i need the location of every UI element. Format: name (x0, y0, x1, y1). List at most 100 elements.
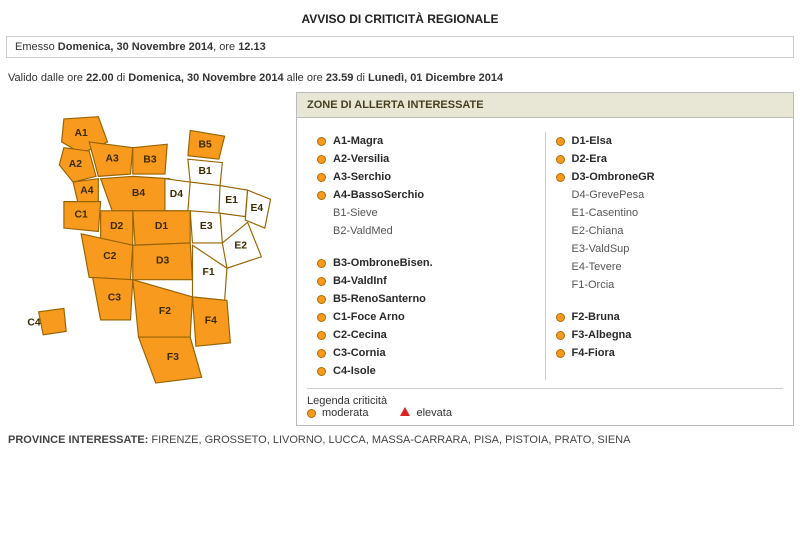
map-zone-label-E1: E1 (225, 195, 238, 206)
valid-p2: di (114, 72, 129, 84)
map-zone-label-A2: A2 (69, 159, 82, 170)
map-zone-label-F2: F2 (159, 306, 171, 317)
zone-item-E2: E2-Chiana (556, 222, 774, 240)
valid-t2: 23.59 (326, 72, 354, 84)
zone-item-B5: B5-RenoSanterno (317, 290, 535, 308)
map-zone-label-D4: D4 (170, 189, 183, 200)
zone-item-label: A4-BassoSerchio (333, 189, 424, 201)
map-zone-label-F1: F1 (203, 267, 215, 278)
zone-alert-icon (317, 153, 333, 165)
zones-col-1: A1-Magra A2-Versilia A3-Serchio A4-BassoSer… (307, 132, 545, 380)
map-zone-label-E4: E4 (250, 203, 263, 214)
zone-item-label: B4-ValdInf (333, 275, 387, 287)
legend-moderate-icon (307, 407, 316, 419)
valid-d2: Lunedì, 01 Dicembre 2014 (368, 72, 503, 84)
zone-alert-icon (317, 171, 333, 183)
provinces-list: FIRENZE, GROSSETO, LIVORNO, LUCCA, MASSA… (148, 434, 630, 446)
zone-item-F3: F3-Albegna (556, 326, 774, 344)
zone-item-D2: D2-Era (556, 150, 774, 168)
zone-item-label: B1-Sieve (333, 207, 378, 219)
zone-item-E3: E3-ValdSup (556, 240, 774, 258)
map-zone-C4 (39, 308, 67, 334)
map-zone-label-E2: E2 (234, 241, 247, 252)
zone-alert-icon (556, 347, 572, 359)
valid-p4: di (353, 72, 368, 84)
zone-alert-icon (556, 135, 572, 147)
zone-alert-icon (317, 329, 333, 341)
zone-item-A3: A3-Serchio (317, 168, 535, 186)
zone-item-label: F3-Albegna (572, 329, 632, 341)
zone-item-label: C1-Foce Arno (333, 311, 405, 323)
zone-item-B1: B1-Sieve (317, 204, 535, 222)
zones-col-2: D1-Elsa D2-Era D3-OmbroneGR D4-GrevePesa E1-… (545, 132, 784, 380)
issued-prefix: Emesso (15, 41, 58, 53)
map-zone-label-C1: C1 (75, 210, 88, 221)
zone-item-label: D2-Era (572, 153, 607, 165)
map-zone-label-B1: B1 (199, 166, 212, 177)
zone-alert-icon (317, 347, 333, 359)
zone-item-label: C3-Cornia (333, 347, 386, 359)
zone-item-label: D4-GrevePesa (572, 189, 645, 201)
map-zone-label-C2: C2 (103, 251, 116, 262)
zone-item-E1: E1-Casentino (556, 204, 774, 222)
zone-alert-icon (317, 275, 333, 287)
zone-item-F4: F4-Fiora (556, 344, 774, 362)
map-zone-label-A4: A4 (80, 186, 93, 197)
zone-item-label: B5-RenoSanterno (333, 293, 426, 305)
valid-p3: alle ore (284, 72, 326, 84)
zone-item-label: D3-OmbroneGR (572, 171, 655, 183)
zone-item-C3: C3-Cornia (317, 344, 535, 362)
zone-item-label: A1-Magra (333, 135, 383, 147)
map-zone-label-B3: B3 (143, 155, 156, 166)
map-column: A1A2A3A4B3B5B4B1D4E1E4E3C1D2D1E2C2D3F1C3… (6, 92, 296, 426)
zone-item-B4: B4-ValdInf (317, 272, 535, 290)
zone-item-B2: B2-ValdMed (317, 222, 535, 240)
valid-d1: Domenica, 30 Novembre 2014 (128, 72, 283, 84)
zone-item-label: E4-Tevere (572, 261, 622, 273)
zone-alert-icon (317, 189, 333, 201)
zone-item-C2: C2-Cecina (317, 326, 535, 344)
legend-elevated-label: elevata (416, 407, 451, 419)
zone-alert-icon (317, 135, 333, 147)
zone-alert-icon (556, 329, 572, 341)
zone-alert-icon (556, 153, 572, 165)
zone-item-F1: F1-Orcia (556, 276, 774, 294)
tuscany-map: A1A2A3A4B3B5B4B1D4E1E4E3C1D2D1E2C2D3F1C3… (10, 96, 290, 406)
zone-item-label: A2-Versilia (333, 153, 389, 165)
map-zone-label-D3: D3 (156, 256, 169, 267)
zone-item-F2: F2-Bruna (556, 308, 774, 326)
zone-item-label: F2-Bruna (572, 311, 620, 323)
validity-line: Valido dalle ore 22.00 di Domenica, 30 N… (6, 70, 794, 92)
provinces-line: PROVINCE INTERESSATE: FIRENZE, GROSSETO,… (6, 426, 794, 446)
zones-panel: ZONE DI ALLERTA INTERESSATE A1-MagraA2-V… (296, 92, 794, 426)
map-zone-label-F4: F4 (205, 315, 217, 326)
valid-p1: Valido dalle ore (8, 72, 86, 84)
valid-t1: 22.00 (86, 72, 114, 84)
zone-item-A4: A4-BassoSerchio (317, 186, 535, 204)
map-zone-label-C3: C3 (108, 292, 121, 303)
zone-item-A2: A2-Versilia (317, 150, 535, 168)
zone-item-label: A3-Serchio (333, 171, 391, 183)
map-zone-label-D2: D2 (110, 221, 123, 232)
zone-item-label: E2-Chiana (572, 225, 624, 237)
zone-item-label: B3-OmbroneBisen. (333, 257, 433, 269)
zone-item-B3: B3-OmbroneBisen. (317, 254, 535, 272)
map-zone-label-F3: F3 (167, 352, 179, 363)
zone-item-D4: D4-GrevePesa (556, 186, 774, 204)
zone-alert-icon (556, 171, 572, 183)
zone-item-label: C2-Cecina (333, 329, 387, 341)
zone-item-E4: E4-Tevere (556, 258, 774, 276)
zone-alert-icon (556, 311, 572, 323)
legend-elevated-icon (400, 407, 410, 419)
map-zone-label-E3: E3 (200, 221, 213, 232)
zone-item-C1: C1-Foce Arno (317, 308, 535, 326)
zone-item-label: E3-ValdSup (572, 243, 630, 255)
map-zone-label-B4: B4 (132, 188, 145, 199)
zone-item-label: D1-Elsa (572, 135, 612, 147)
zone-item-label: E1-Casentino (572, 207, 639, 219)
zone-item-D1: D1-Elsa (556, 132, 774, 150)
issued-box: Emesso Domenica, 30 Novembre 2014, ore 1… (6, 36, 794, 58)
zone-alert-icon (317, 293, 333, 305)
map-zone-label-A1: A1 (75, 128, 88, 139)
zone-alert-icon (317, 257, 333, 269)
